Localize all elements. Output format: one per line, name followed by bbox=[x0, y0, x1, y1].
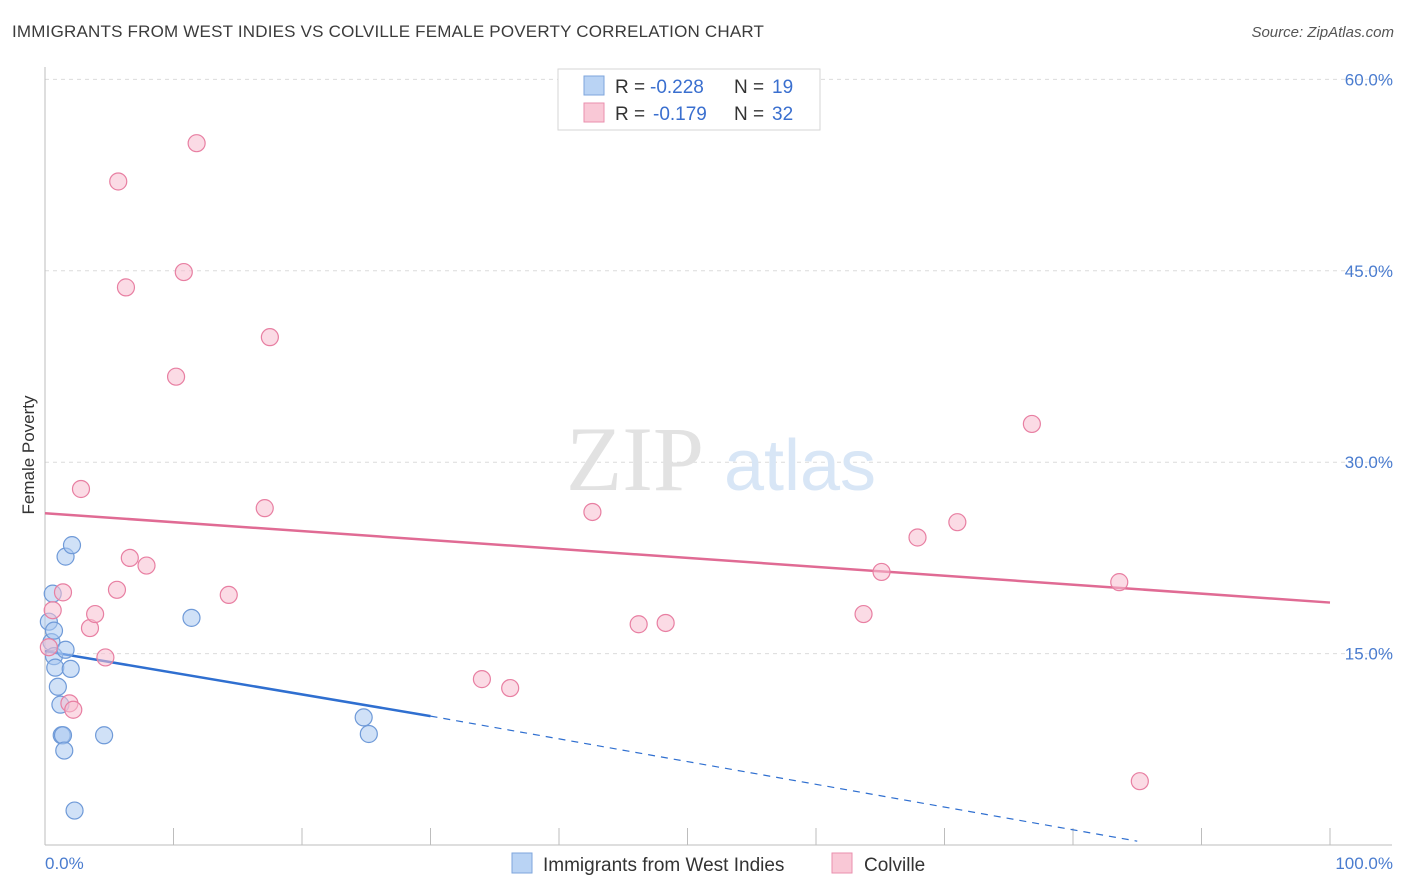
data-point bbox=[182, 608, 201, 627]
data-point bbox=[359, 724, 378, 744]
series-legend: Immigrants from West Indies Colville bbox=[511, 852, 925, 876]
data-point bbox=[948, 513, 967, 532]
stats-n-label-2: N = bbox=[734, 104, 764, 125]
legend-label-colville: Colville bbox=[864, 855, 925, 876]
data-point bbox=[65, 801, 84, 820]
data-point bbox=[354, 708, 373, 727]
data-point bbox=[472, 670, 491, 689]
legend-swatch-colville bbox=[831, 852, 853, 874]
stats-swatch-west-indies bbox=[583, 75, 605, 96]
trend-line bbox=[44, 511, 1331, 604]
stats-legend: R = -0.228 N = 19 R = -0.179 N = 32 bbox=[557, 68, 821, 131]
trend-line-extrapolated bbox=[430, 715, 1138, 842]
stats-r-label-1: R = bbox=[615, 77, 645, 98]
data-point bbox=[187, 134, 206, 153]
data-point bbox=[62, 536, 82, 555]
stats-n-value-2: 32 bbox=[772, 104, 793, 125]
data-point bbox=[1110, 573, 1129, 592]
x-tick-label: 0.0% bbox=[45, 854, 84, 873]
chart-source: Source: ZipAtlas.com bbox=[1251, 24, 1394, 41]
data-point bbox=[61, 659, 80, 679]
x-tick-labels: 0.0% 100.0% bbox=[45, 854, 1393, 873]
data-point bbox=[629, 615, 648, 634]
data-point bbox=[583, 502, 602, 522]
data-point bbox=[174, 262, 193, 282]
data-point bbox=[1130, 772, 1149, 791]
data-point bbox=[53, 583, 73, 602]
stats-r-value-1: -0.228 bbox=[650, 77, 704, 98]
y-tick-labels: 15.0% 30.0% 45.0% 60.0% bbox=[1345, 70, 1393, 663]
data-point bbox=[96, 648, 115, 667]
data-point bbox=[260, 328, 279, 347]
stats-n-value-1: 19 bbox=[772, 77, 793, 98]
data-point bbox=[46, 658, 65, 677]
data-point bbox=[56, 640, 75, 659]
watermark-atlas: atlas bbox=[724, 426, 876, 506]
data-point bbox=[137, 556, 156, 575]
data-point bbox=[48, 677, 67, 696]
y-tick-label: 60.0% bbox=[1345, 70, 1393, 89]
axes bbox=[44, 67, 1392, 846]
data-point bbox=[1022, 414, 1041, 434]
data-point bbox=[44, 621, 64, 640]
chart-title: IMMIGRANTS FROM WEST INDIES VS COLVILLE … bbox=[12, 22, 765, 41]
data-point bbox=[95, 726, 114, 745]
legend-label-west-indies: Immigrants from West Indies bbox=[543, 855, 784, 876]
data-point bbox=[64, 700, 83, 719]
data-points bbox=[39, 134, 1149, 820]
data-point bbox=[255, 499, 274, 518]
stats-n-label-1: N = bbox=[734, 77, 764, 98]
data-point bbox=[53, 726, 73, 745]
y-tick-label: 15.0% bbox=[1345, 645, 1393, 664]
data-point bbox=[86, 604, 105, 624]
trend-lines bbox=[44, 511, 1331, 842]
legend-swatch-west-indies bbox=[511, 852, 533, 874]
data-point bbox=[107, 580, 127, 599]
data-point bbox=[908, 528, 927, 547]
data-point bbox=[501, 678, 520, 698]
data-point bbox=[120, 548, 139, 568]
y-axis-label: Female Poverty bbox=[19, 395, 38, 515]
data-point bbox=[71, 479, 91, 499]
stats-r-value-2: -0.179 bbox=[653, 104, 707, 125]
x-tick-label: 100.0% bbox=[1335, 854, 1393, 873]
data-point bbox=[116, 278, 136, 297]
data-point bbox=[872, 562, 891, 582]
grid-lines bbox=[45, 78, 1392, 655]
stats-swatch-colville bbox=[583, 102, 605, 123]
watermark-zip: ZIP bbox=[566, 408, 704, 510]
data-point bbox=[43, 601, 62, 620]
data-point bbox=[219, 585, 238, 605]
data-point bbox=[109, 172, 128, 191]
data-point bbox=[39, 638, 58, 657]
y-tick-label: 45.0% bbox=[1345, 262, 1393, 281]
data-point bbox=[166, 367, 186, 386]
watermark: ZIP atlas bbox=[566, 408, 876, 510]
y-tick-label: 30.0% bbox=[1345, 453, 1393, 472]
data-point bbox=[656, 613, 675, 633]
data-point bbox=[55, 741, 74, 760]
data-point bbox=[854, 604, 873, 624]
stats-r-label-2: R = bbox=[615, 104, 645, 125]
